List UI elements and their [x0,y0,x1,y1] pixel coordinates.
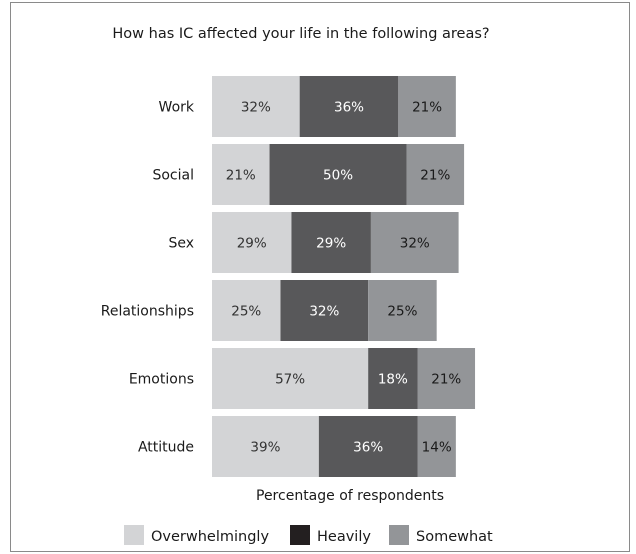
data-label-sex-overwhelmingly: 29% [237,236,267,252]
bars-group: 32% 36% 21% 21% 50% 21% 29% 29% 32% 25% 32% 25% 57% 1… [212,76,476,477]
bar-work-overwhelmingly [212,76,300,137]
category-label-emotions: Emotions [129,372,194,388]
bar-social-heavily [269,144,407,205]
bar-emotions-somewhat [417,348,476,409]
bar-sex-heavily [291,212,371,273]
bar-sex-somewhat [370,212,459,273]
chart-title: How has IC affected your life in the fol… [112,26,489,42]
bar-relationships-somewhat [368,280,437,341]
bar-work-somewhat [398,76,456,137]
bar-work-heavily [299,76,399,137]
category-label-work: Work [159,100,195,116]
data-label-attitude-overwhelmingly: 39% [250,440,280,456]
bar-emotions-overwhelmingly [212,348,369,409]
legend: Overwhelmingly Heavily Somewhat [124,525,493,545]
bar-social-overwhelmingly [212,144,270,205]
data-label-emotions-overwhelmingly: 57% [275,372,305,388]
stacked-bar-chart: How has IC affected your life in the fol… [101,26,493,545]
data-label-social-somewhat: 21% [420,168,450,184]
data-label-relationships-heavily: 32% [309,304,339,320]
category-label-attitude: Attitude [138,440,194,456]
bar-relationships-overwhelmingly [212,280,281,341]
legend-swatch-overwhelmingly [124,525,144,545]
data-label-emotions-heavily: 18% [378,372,408,388]
bar-attitude-heavily [318,416,418,477]
data-label-work-overwhelmingly: 32% [241,100,271,116]
category-labels: Work Social Sex Relationships Emotions Attitu… [101,100,195,456]
data-label-sex-heavily: 29% [316,236,346,252]
legend-label-heavily: Heavily [317,529,371,545]
data-label-social-overwhelmingly: 21% [226,168,256,184]
category-label-relationships: Relationships [101,304,194,320]
legend-swatch-heavily [290,525,310,545]
bar-relationships-heavily [280,280,369,341]
chart-frame: How has IC affected your life in the fol… [10,2,630,552]
legend-label-overwhelmingly: Overwhelmingly [151,529,269,545]
bar-social-somewhat [406,144,465,205]
category-label-social: Social [152,168,194,184]
data-label-attitude-somewhat: 14% [422,440,452,456]
bar-emotions-heavily [368,348,418,409]
category-label-sex: Sex [168,236,194,252]
data-label-relationships-somewhat: 25% [387,304,417,320]
x-axis-label: Percentage of respondents [256,488,444,504]
data-label-work-somewhat: 21% [412,100,442,116]
bar-sex-overwhelmingly [212,212,292,273]
data-label-attitude-heavily: 36% [353,440,383,456]
data-label-social-heavily: 50% [323,168,353,184]
legend-label-somewhat: Somewhat [416,529,493,545]
bar-attitude-somewhat [417,416,456,477]
data-label-work-heavily: 36% [334,100,364,116]
data-label-sex-somewhat: 32% [400,236,430,252]
data-label-relationships-overwhelmingly: 25% [231,304,261,320]
legend-swatch-somewhat [389,525,409,545]
data-label-emotions-somewhat: 21% [431,372,461,388]
bar-attitude-overwhelmingly [212,416,319,477]
